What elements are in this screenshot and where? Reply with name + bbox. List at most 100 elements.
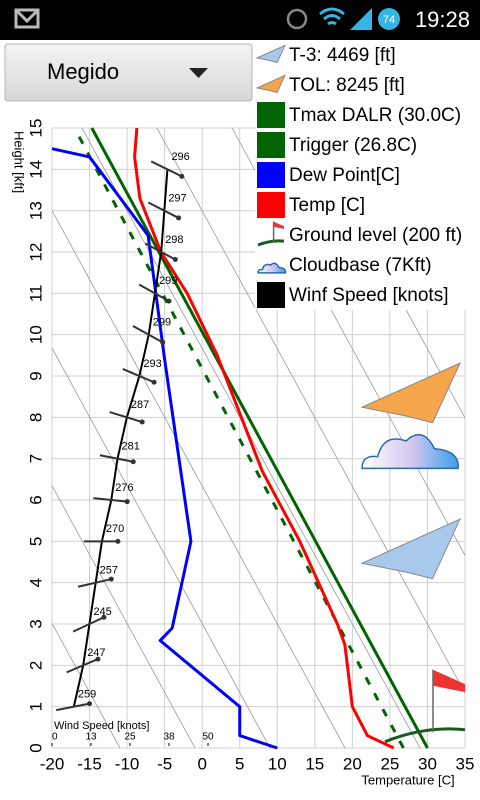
wind-arrowhead	[124, 499, 130, 505]
wind-direction-label: 276	[115, 482, 133, 494]
y-tick-label: 0	[26, 743, 45, 752]
wind-direction-label: 245	[93, 606, 111, 618]
wind-arrowhead	[95, 656, 101, 662]
battery-icon	[378, 8, 400, 30]
x-tick-label: 35	[456, 754, 475, 773]
dropdown-arrow[interactable]	[189, 68, 208, 78]
wind-arrowhead	[139, 419, 145, 425]
wind-arrowhead	[115, 538, 121, 544]
location-dropdown[interactable]: Megido	[4, 43, 253, 102]
y-tick-label: 1	[26, 702, 45, 711]
status-bar: 74 19:28	[0, 0, 480, 40]
wind-barb	[99, 454, 134, 463]
cloud-marker	[361, 433, 459, 470]
wind-tick-label: 13	[85, 732, 97, 743]
y-tick-label: 7	[26, 454, 45, 463]
x-tick-label: 10	[268, 754, 287, 773]
wind-tick-label: 0	[52, 732, 58, 743]
wind-tick-label: 50	[202, 732, 214, 743]
wind-direction-label: 281	[122, 441, 140, 453]
wind-direction-label: 287	[131, 399, 149, 411]
x-tick-label: 15	[305, 754, 324, 773]
y-tick-label: 3	[26, 619, 45, 628]
y-axis-title: Height [kft]	[12, 131, 27, 193]
x-tick-label: 25	[380, 754, 399, 773]
wind-barb	[72, 616, 105, 633]
wind-direction-label: 298	[165, 234, 183, 246]
y-tick-label: 2	[26, 661, 45, 670]
series-line	[72, 169, 169, 707]
wind-arrowhead	[87, 701, 93, 707]
wifi-icon	[319, 7, 345, 26]
ground-marker	[384, 727, 466, 744]
y-tick-label: 5	[26, 537, 45, 546]
ground-marker-sock	[433, 669, 465, 693]
plot-lines: 259 247 245 257 270 276 281 287 293 299 299 298 297 2…	[51, 127, 429, 750]
dropdown-button[interactable]	[4, 43, 253, 102]
chart-markers	[360, 362, 466, 744]
legend-icon	[255, 74, 287, 93]
y-tick-label: 13	[26, 201, 45, 220]
wind-barb	[138, 283, 170, 302]
wind-barb	[122, 368, 155, 384]
wind-barb	[144, 242, 176, 261]
battery-level: 74	[383, 14, 395, 26]
wind-arrowhead	[151, 379, 157, 385]
legend-label: Temp [C]	[289, 195, 365, 216]
dropdown-label[interactable]: Megido	[47, 59, 119, 84]
y-tick-label: 11	[26, 285, 45, 303]
wind-direction-label: 293	[143, 358, 161, 370]
x-tick-label: -10	[115, 754, 140, 773]
status-bar-bg	[0, 0, 480, 40]
wind-tick-label: 25	[124, 732, 136, 743]
clock: 19:28	[415, 7, 470, 32]
y-tick-label: 8	[26, 413, 45, 422]
wind-arrowhead	[101, 614, 107, 620]
wind-arrowhead	[166, 298, 172, 304]
wind-direction-label: 297	[168, 193, 186, 205]
x-tick-label: -5	[157, 754, 172, 773]
x-tick-label: -15	[77, 754, 102, 773]
wind-arrowhead	[160, 339, 166, 345]
legend-icon-sock	[273, 221, 284, 229]
wind-direction-label: 270	[106, 523, 124, 535]
y-tick-label: 9	[26, 371, 45, 380]
adiabat-line	[156, 128, 465, 694]
wind-barb	[109, 411, 143, 423]
series-line	[133, 127, 395, 750]
adiabat-line	[52, 484, 196, 748]
adiabat-line	[231, 128, 465, 557]
series-line	[90, 127, 429, 749]
wind-direction-label: 296	[171, 151, 189, 163]
legend: T-3: 4469 [ft] TOL: 8245 [ft] Tmax DALR (3…	[255, 40, 480, 310]
wind-arrowhead	[172, 257, 178, 263]
plane-marker	[360, 362, 462, 424]
legend-label: TOL: 8245 [ft]	[289, 75, 405, 96]
wind-tick-label: 38	[163, 732, 175, 743]
wind-barb	[147, 201, 180, 219]
legend-icon	[257, 262, 287, 274]
y-tick-label: 4	[26, 578, 45, 587]
legend-bg	[255, 40, 480, 310]
mail-icon	[14, 8, 40, 29]
x-axis-title: Temperature [C]	[361, 772, 454, 787]
y-tick-label: 14	[26, 160, 45, 179]
wind-direction-label: 299	[153, 317, 171, 329]
adiabat-line	[52, 209, 346, 748]
wind-direction-label: 257	[100, 565, 118, 577]
plane-marker	[360, 518, 462, 580]
x-tick-label: 0	[197, 754, 206, 773]
x-tick-label: -20	[40, 754, 65, 773]
signal-icon	[350, 8, 372, 30]
legend-label: Dew Point[C]	[289, 165, 400, 186]
wind-arrowhead	[176, 215, 182, 221]
x-tick-label: 30	[418, 754, 437, 773]
legend-swatch	[257, 192, 285, 218]
wind-arrowhead	[108, 576, 114, 582]
wind-axis-title: Wind Speed [knots]	[54, 720, 149, 732]
adiabat-line	[306, 128, 465, 419]
wind-barb	[132, 325, 164, 344]
legend-label: Tmax DALR (30.0C)	[289, 105, 461, 126]
